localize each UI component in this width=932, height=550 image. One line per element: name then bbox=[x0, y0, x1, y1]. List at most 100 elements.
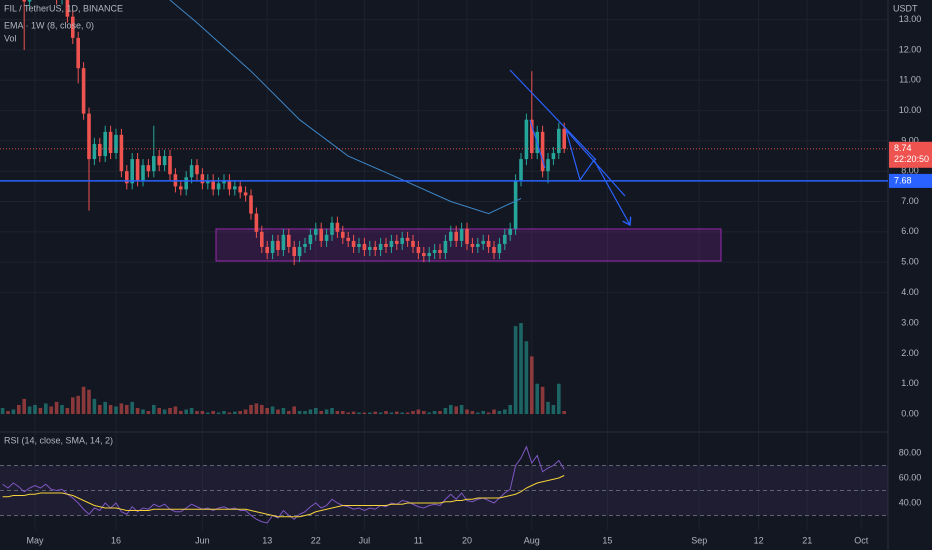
volume-bar bbox=[157, 407, 161, 415]
candle-body bbox=[124, 171, 129, 184]
candle-body bbox=[341, 231, 345, 238]
candle-body bbox=[432, 250, 437, 254]
volume-bar bbox=[497, 411, 502, 415]
candle-body bbox=[540, 131, 545, 172]
candle-body bbox=[108, 131, 113, 154]
volume-bar bbox=[373, 411, 378, 415]
candle-body bbox=[114, 134, 118, 154]
volume-bar bbox=[33, 404, 37, 415]
candle-body bbox=[216, 183, 221, 190]
candle-body bbox=[378, 243, 383, 250]
y-tick-label: 60.00 bbox=[899, 472, 922, 482]
y-tick-label: 3.00 bbox=[901, 317, 919, 327]
x-tick-label: 12 bbox=[754, 535, 764, 545]
volume-bar bbox=[400, 412, 405, 415]
volume-bar bbox=[540, 386, 545, 415]
volume-bar bbox=[513, 326, 518, 415]
last-price-tag bbox=[889, 141, 932, 168]
volume-bar bbox=[130, 401, 134, 415]
trend-line bbox=[529, 119, 546, 169]
candle-body bbox=[265, 246, 269, 254]
candle-body bbox=[211, 180, 215, 190]
volume-bar bbox=[443, 407, 448, 415]
volume-bar bbox=[519, 323, 523, 415]
volume-bar bbox=[135, 407, 140, 415]
volume-bar bbox=[524, 341, 529, 415]
y-tick-label: 8.00 bbox=[901, 166, 919, 176]
volume-bar bbox=[0, 407, 5, 415]
volume-bar bbox=[411, 411, 415, 415]
candle-body bbox=[330, 222, 334, 235]
candle-body bbox=[562, 128, 567, 149]
plot bbox=[0, 0, 567, 415]
volume-bar bbox=[232, 411, 237, 415]
volume-bar bbox=[405, 412, 410, 415]
candle-body bbox=[314, 228, 318, 235]
candle-body bbox=[546, 159, 550, 172]
x-tick-label: 13 bbox=[262, 535, 272, 545]
candle-body bbox=[454, 231, 459, 241]
candle-body bbox=[308, 234, 313, 244]
rsi-line bbox=[2, 445, 565, 524]
volume-bar bbox=[103, 401, 107, 415]
y-tick-label: 4.00 bbox=[901, 287, 919, 297]
volume-bar bbox=[427, 412, 432, 415]
projection-path bbox=[565, 129, 630, 225]
volume-bar bbox=[486, 412, 491, 415]
volume-bar bbox=[286, 411, 291, 415]
volume-bar bbox=[6, 411, 10, 415]
candle-body bbox=[184, 177, 188, 190]
candle-body bbox=[135, 159, 140, 181]
candle-body bbox=[162, 156, 167, 166]
candle-body bbox=[411, 240, 415, 247]
volume-bar bbox=[243, 409, 248, 415]
candle-body bbox=[513, 180, 518, 229]
volume-bar bbox=[49, 406, 53, 415]
candle-body bbox=[195, 165, 199, 175]
volume-bar bbox=[422, 411, 426, 415]
candle-body bbox=[286, 234, 291, 247]
volume-bar bbox=[492, 409, 496, 415]
candle-body bbox=[497, 243, 502, 254]
volume-bar bbox=[265, 407, 269, 415]
volume-bar bbox=[389, 412, 394, 415]
volume-bar bbox=[535, 383, 540, 415]
volume-bar bbox=[168, 407, 172, 415]
volume-bar bbox=[38, 407, 43, 415]
volume-bar bbox=[200, 411, 205, 415]
unit-label: USDT bbox=[893, 3, 918, 13]
y-tick-label: 6.00 bbox=[901, 226, 919, 236]
y-tick-label: 80.00 bbox=[899, 447, 922, 457]
volume-bar bbox=[22, 398, 26, 415]
candle-body bbox=[178, 186, 183, 190]
ema-line bbox=[169, 0, 522, 215]
candle-body bbox=[70, 16, 75, 38]
x-tick-label: May bbox=[26, 535, 44, 545]
candle-body bbox=[449, 231, 453, 241]
volume-bar bbox=[562, 411, 567, 415]
volume-bar bbox=[108, 404, 113, 415]
volume-bar bbox=[162, 409, 167, 415]
candle-body bbox=[416, 246, 421, 254]
candle-body bbox=[427, 253, 432, 257]
volume-bar bbox=[438, 411, 442, 415]
volume-bar bbox=[216, 412, 221, 415]
volume-bar bbox=[54, 401, 59, 415]
volume-bar bbox=[470, 411, 475, 415]
candle-body bbox=[519, 159, 523, 181]
volume-bar bbox=[481, 411, 486, 415]
x-tick-label: 15 bbox=[602, 535, 612, 545]
candle-body bbox=[357, 243, 361, 247]
candle-body bbox=[508, 228, 513, 235]
volume-bar bbox=[238, 411, 242, 415]
y-tick-label: 2.00 bbox=[901, 348, 919, 358]
candle-body bbox=[189, 165, 194, 178]
volume-bar bbox=[70, 397, 75, 415]
candle-body bbox=[384, 243, 388, 247]
candle-body bbox=[459, 228, 464, 241]
y-tick-label: 11.00 bbox=[899, 75, 921, 85]
x-tick-label: 20 bbox=[462, 535, 472, 545]
volume-bar bbox=[87, 389, 91, 415]
candle-body bbox=[476, 243, 480, 247]
